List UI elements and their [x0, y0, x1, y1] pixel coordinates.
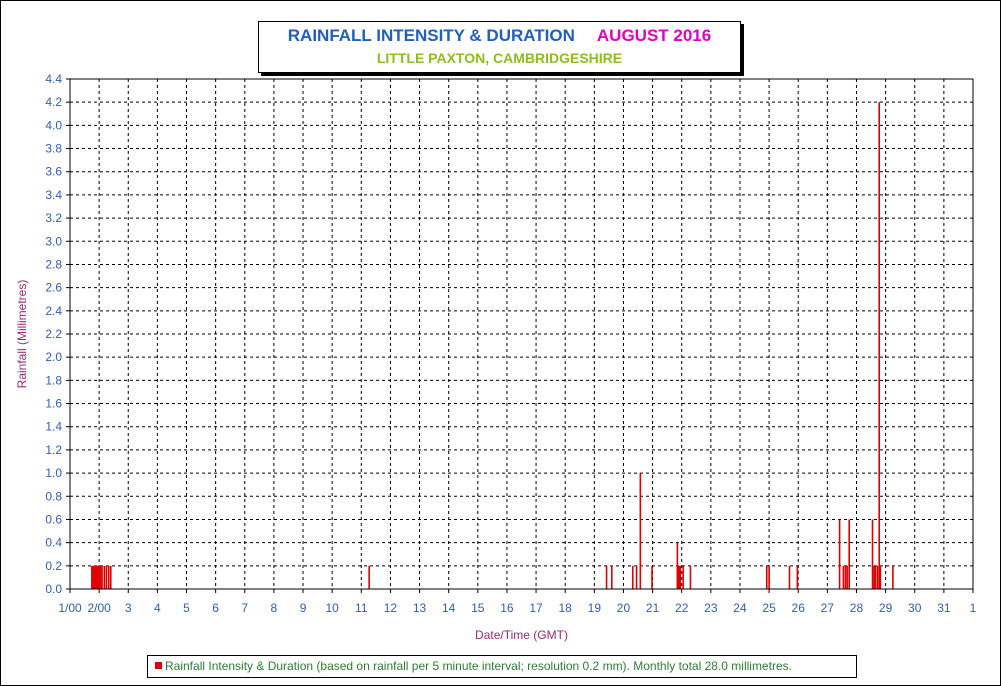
- x-tick-label: 16: [500, 601, 514, 615]
- x-tick-label: 28: [850, 601, 864, 615]
- y-tick-label: 3.2: [45, 211, 62, 225]
- y-tick-label: 2.8: [45, 257, 62, 271]
- y-tick-label: 0.0: [45, 582, 62, 596]
- x-tick-label: 14: [442, 601, 456, 615]
- x-tick-label: 1/00: [58, 601, 82, 615]
- x-tick-label: 13: [413, 601, 427, 615]
- x-tick-label: 15: [471, 601, 485, 615]
- y-tick-label: 0.4: [45, 536, 62, 550]
- x-tick-label: 11: [355, 601, 368, 615]
- x-tick-label: 30: [908, 601, 922, 615]
- y-tick-label: 0.6: [45, 512, 62, 526]
- x-tick-label: 6: [212, 601, 219, 615]
- x-axis-title: Date/Time (GMT): [475, 628, 568, 642]
- grid-layer: [70, 79, 973, 589]
- y-tick-label: 1.6: [45, 397, 62, 411]
- x-tick-label: 10: [325, 601, 339, 615]
- ticks-layer: 0.0 0.2 0.4 0.6 0.8 1.0 1.2 1.4 1.6 1.8 2.0 2.2 2.4 2…: [45, 72, 976, 615]
- y-tick-label: 0.2: [45, 559, 62, 573]
- chart-subtitle: LITTLE PAXTON, CAMBRIDGESHIRE: [376, 50, 623, 66]
- y-tick-label: 4.4: [45, 72, 62, 86]
- x-tick-label: 19: [588, 601, 602, 615]
- x-tick-label: 25: [762, 601, 776, 615]
- x-tick-label: 29: [879, 601, 893, 615]
- x-tick-label: 2/00: [87, 601, 111, 615]
- chart-title-box: RAINFALL INTENSITY & DURATION AUGUST 2016…: [258, 21, 741, 73]
- y-tick-label: 3.8: [45, 142, 62, 156]
- x-tick-label: 31: [937, 601, 951, 615]
- bars-layer: [91, 102, 894, 589]
- x-tick-label: 18: [559, 601, 573, 615]
- x-tick-label: 27: [821, 601, 835, 615]
- chart-title: RAINFALL INTENSITY & DURATION: [287, 26, 575, 45]
- x-tick-label: 7: [241, 601, 248, 615]
- legend-label: Rainfall Intensity & Duration (based on …: [165, 659, 792, 673]
- y-tick-label: 1.4: [45, 420, 62, 434]
- y-axis-title: Rainfall (Millimetres): [15, 280, 29, 389]
- x-tick-label: 20: [617, 601, 631, 615]
- y-tick-label: 3.0: [45, 234, 62, 248]
- y-tick-label: 1.0: [45, 466, 62, 480]
- x-tick-label: 8: [271, 601, 278, 615]
- x-tick-label: 26: [792, 601, 806, 615]
- y-tick-label: 2.0: [45, 350, 62, 364]
- legend-swatch: [155, 662, 162, 670]
- x-tick-label: 22: [675, 601, 689, 615]
- y-tick-label: 1.2: [45, 443, 62, 457]
- y-tick-label: 4.2: [45, 95, 62, 109]
- y-tick-label: 2.6: [45, 281, 62, 295]
- x-tick-label: 17: [529, 601, 543, 615]
- x-tick-label: 24: [733, 601, 747, 615]
- x-tick-label: 5: [183, 601, 190, 615]
- y-tick-label: 2.4: [45, 304, 62, 318]
- y-tick-label: 0.8: [45, 489, 62, 503]
- y-tick-label: 4.0: [45, 118, 62, 132]
- x-tick-label: 1: [970, 601, 977, 615]
- x-tick-label: 21: [646, 601, 660, 615]
- x-tick-label: 9: [300, 601, 307, 615]
- legend: Rainfall Intensity & Duration (based on …: [147, 655, 857, 678]
- x-tick-label: 23: [704, 601, 718, 615]
- y-tick-label: 1.8: [45, 373, 62, 387]
- x-tick-label: 12: [384, 601, 398, 615]
- y-tick-label: 3.4: [45, 188, 62, 202]
- x-tick-label: 4: [154, 601, 161, 615]
- chart-title-line: RAINFALL INTENSITY & DURATION AUGUST 2016: [259, 26, 740, 46]
- y-tick-label: 2.2: [45, 327, 62, 341]
- y-tick-label: 3.6: [45, 165, 62, 179]
- chart-title-date: AUGUST 2016: [596, 26, 712, 45]
- x-tick-label: 3: [125, 601, 132, 615]
